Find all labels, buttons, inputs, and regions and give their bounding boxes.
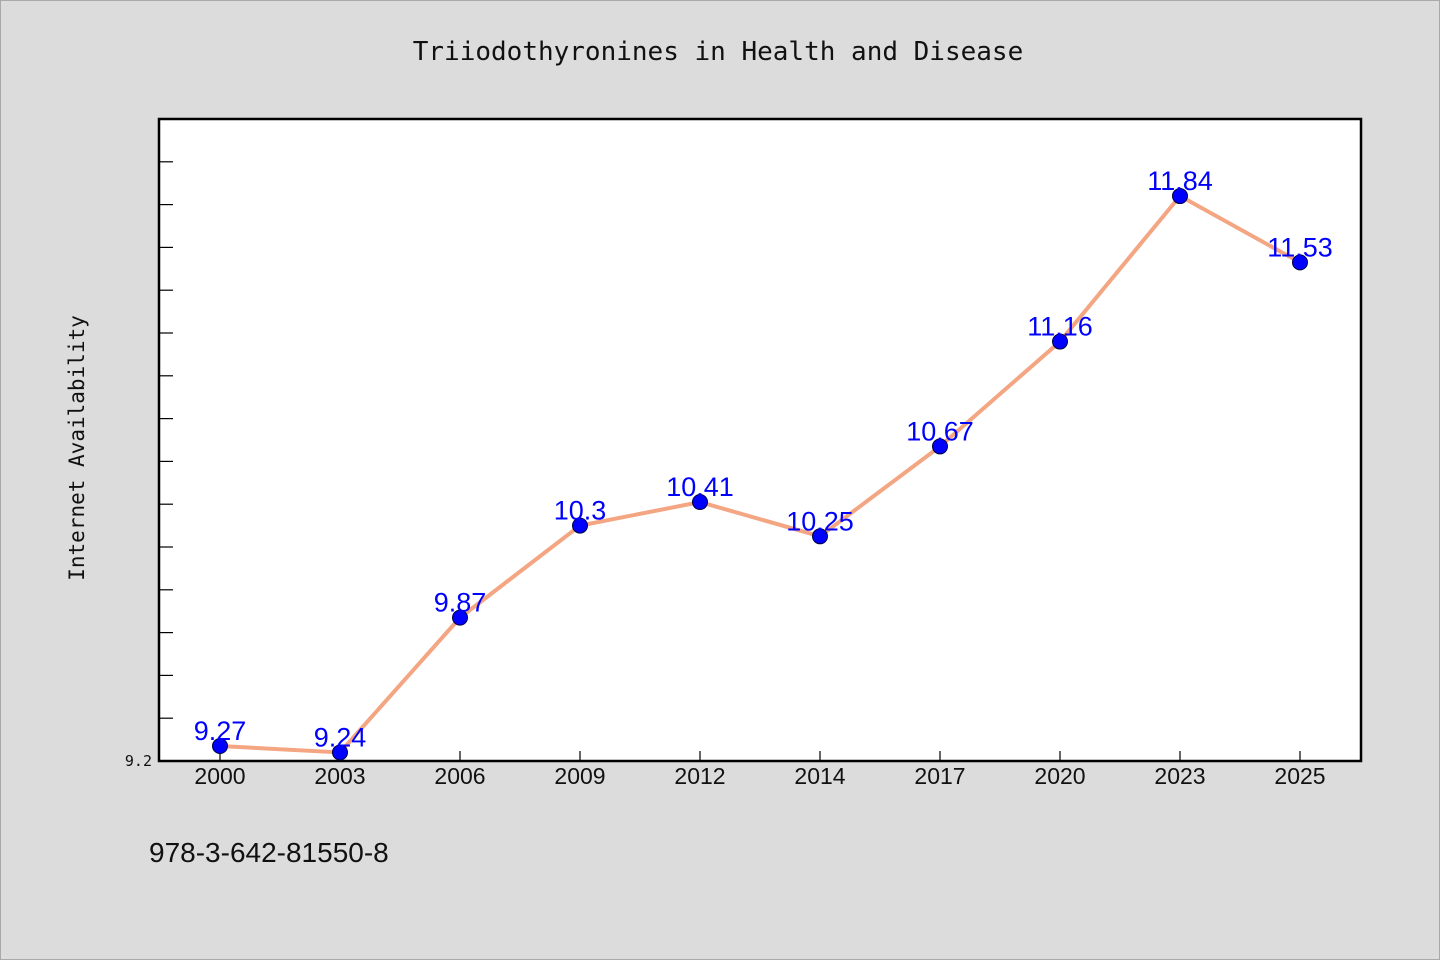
data-label: 10.3 — [554, 496, 607, 526]
x-tick-label: 2014 — [794, 763, 845, 789]
data-point — [1052, 333, 1068, 350]
data-point — [572, 517, 588, 534]
data-label: 9.87 — [434, 588, 487, 618]
x-tick-label: 2017 — [914, 763, 965, 789]
data-point — [1172, 188, 1188, 205]
x-tick-label: 2006 — [434, 763, 485, 789]
data-label: 11.16 — [1027, 312, 1093, 342]
data-point — [452, 609, 468, 626]
data-label: 10.25 — [786, 506, 854, 536]
y-axis-ticks — [159, 161, 173, 762]
data-label: 10.41 — [666, 472, 734, 502]
x-tick-label: 2003 — [314, 763, 365, 789]
chart-title: Triiodothyronines in Health and Disease — [413, 37, 1023, 67]
data-labels: 9.27 9.24 9.87 10.3 10.41 10.25 10.67 11.16 11.8… — [194, 166, 1333, 752]
plot-area — [157, 117, 1363, 763]
y-axis-label: Internet Availability — [65, 315, 89, 581]
data-label: 9.27 — [194, 716, 247, 746]
x-tick-label: 2020 — [1034, 763, 1085, 789]
data-point — [812, 528, 828, 545]
data-point — [932, 438, 948, 455]
data-point — [692, 494, 708, 511]
y-tick-label: 9.2 — [125, 752, 152, 770]
data-point — [212, 738, 228, 755]
x-tick-label: 2023 — [1154, 763, 1205, 789]
series-line-group — [212, 188, 1308, 761]
x-axis-ticks: 2000 2003 2006 2009 2012 2014 2017 2020 2023 2025 — [194, 751, 1326, 789]
series-line — [219, 194, 1301, 755]
x-tick-label: 2009 — [554, 763, 605, 789]
isbn-text: 978-3-642-81550-8 — [149, 837, 389, 868]
data-label: 11.53 — [1267, 232, 1333, 262]
data-label: 11.84 — [1147, 166, 1213, 196]
x-tick-label: 2000 — [194, 763, 245, 789]
data-label: 10.67 — [906, 416, 974, 446]
data-point — [1292, 254, 1308, 271]
data-label: 9.24 — [314, 722, 367, 752]
data-point — [332, 744, 348, 761]
x-tick-label: 2012 — [674, 763, 725, 789]
x-tick-label: 2025 — [1274, 763, 1325, 789]
